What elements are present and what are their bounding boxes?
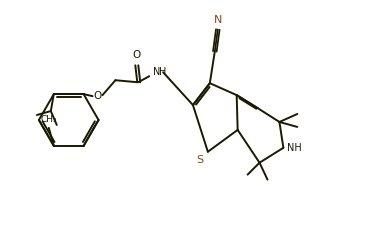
Text: N: N [153,67,160,77]
Text: O: O [93,91,102,101]
Text: H: H [159,67,167,77]
Text: CH₃: CH₃ [40,115,57,124]
Text: N: N [213,15,222,25]
Text: NH: NH [287,143,302,153]
Text: O: O [132,50,141,60]
Text: S: S [197,155,204,165]
